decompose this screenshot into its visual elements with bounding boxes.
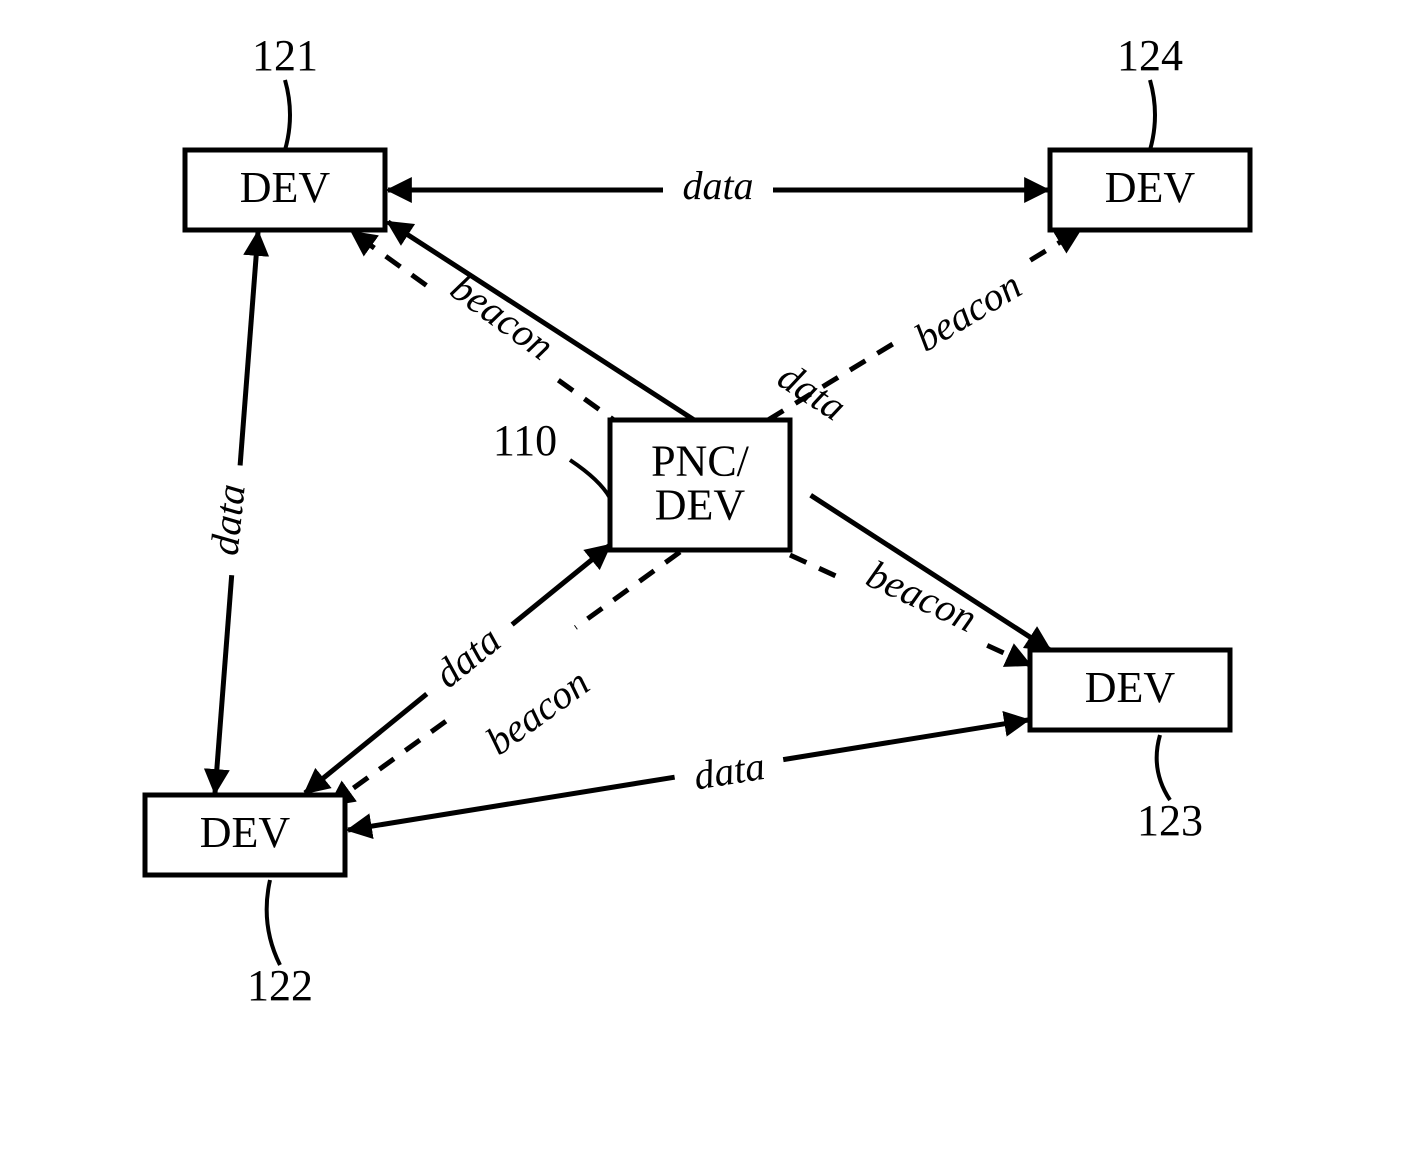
node-n123: DEV (1030, 650, 1230, 730)
ref-n124-leader (1150, 80, 1155, 150)
e_121_123_data-seg2 (811, 495, 1050, 650)
ref-n121-label: 121 (252, 31, 318, 80)
e_110_124_beacon-label: beacon (907, 262, 1029, 360)
e_121_122-label: data (202, 482, 254, 557)
e_122_123-seg1 (348, 777, 675, 830)
e_121_124-label: data (682, 163, 753, 208)
e_110_122_data-label: data (425, 617, 509, 697)
e_110_124_beacon-seg2 (1030, 230, 1080, 260)
node-n124-label: DEV (1105, 163, 1196, 212)
e_121_122-seg1 (240, 232, 258, 465)
e_121_122-seg2 (215, 575, 232, 793)
ref-n110-leader (570, 460, 610, 498)
ref-n123-leader (1157, 735, 1170, 800)
e_110_121_beacon-label: beacon (443, 264, 563, 368)
ref-n122-label: 122 (247, 961, 313, 1010)
node-n110-label2: DEV (655, 480, 746, 529)
node-n124: DEV (1050, 150, 1250, 230)
e_110_123_beacon-seg2 (987, 645, 1030, 665)
node-n122: DEV (145, 795, 345, 875)
node-n121-label: DEV (240, 163, 331, 212)
e_110_123_beacon-seg1 (790, 555, 842, 579)
e_122_123-label: data (691, 743, 768, 799)
diagram-canvas: PNC/DEVDEVDEVDEVDEV datadatadatadatadata… (0, 0, 1404, 1151)
node-n123-label: DEV (1085, 663, 1176, 712)
node-n110: PNC/DEV (610, 420, 790, 550)
node-n121: DEV (185, 150, 385, 230)
ref-n123-label: 123 (1137, 796, 1203, 845)
e_122_123-seg2 (783, 720, 1028, 760)
node-n110-label1: PNC/ (651, 436, 750, 485)
ref-n124-label: 124 (1117, 31, 1183, 80)
e_110_122_beacon-label: beacon (478, 659, 598, 763)
ref-n110-label: 110 (493, 416, 557, 465)
e_110_122_beacon-seg2 (330, 721, 446, 805)
ref-n121-leader (285, 80, 290, 150)
node-n122-label: DEV (200, 808, 291, 857)
ref-n122-leader (267, 880, 280, 965)
